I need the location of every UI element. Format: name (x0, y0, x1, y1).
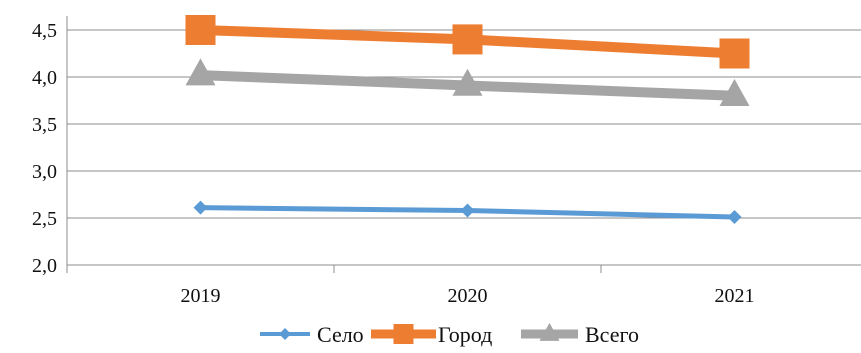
series-0 (193, 200, 742, 225)
legend: Село Город Всего (260, 322, 639, 347)
y-tick-label: 2,0 (32, 255, 57, 277)
data-point (719, 79, 750, 107)
data-point (719, 38, 750, 69)
series-layer (185, 15, 750, 225)
x-tick-label: 2021 (715, 285, 755, 307)
legend-item: Город (371, 322, 492, 347)
series-1 (185, 15, 750, 69)
legend-swatch-marker (279, 328, 291, 340)
x-tick-label: 2020 (448, 285, 488, 307)
data-point (185, 15, 216, 45)
legend-swatch-marker (393, 324, 414, 344)
y-tick-label: 4,5 (32, 20, 57, 42)
data-point (460, 203, 475, 218)
axis-layer: 2,0 2,5 3,0 3,5 4,0 4,5 2019 2020 2021 (32, 16, 861, 307)
data-point (452, 24, 483, 55)
series-2 (185, 58, 750, 107)
legend-item: Всего (521, 322, 639, 347)
y-tick-label: 4,0 (32, 67, 57, 89)
data-point (185, 58, 216, 86)
legend-swatch-marker (539, 322, 560, 341)
data-point (193, 200, 208, 215)
data-point (452, 68, 483, 96)
y-tick-label: 2,5 (32, 208, 57, 230)
y-tick-label: 3,5 (32, 114, 57, 136)
legend-item: Село (260, 322, 364, 347)
y-tick-label: 3,0 (32, 161, 57, 183)
x-tick-label: 2019 (181, 285, 221, 307)
legend-label: Село (317, 322, 364, 347)
data-point (727, 210, 742, 225)
legend-label: Всего (585, 322, 639, 347)
legend-label: Город (438, 322, 492, 347)
